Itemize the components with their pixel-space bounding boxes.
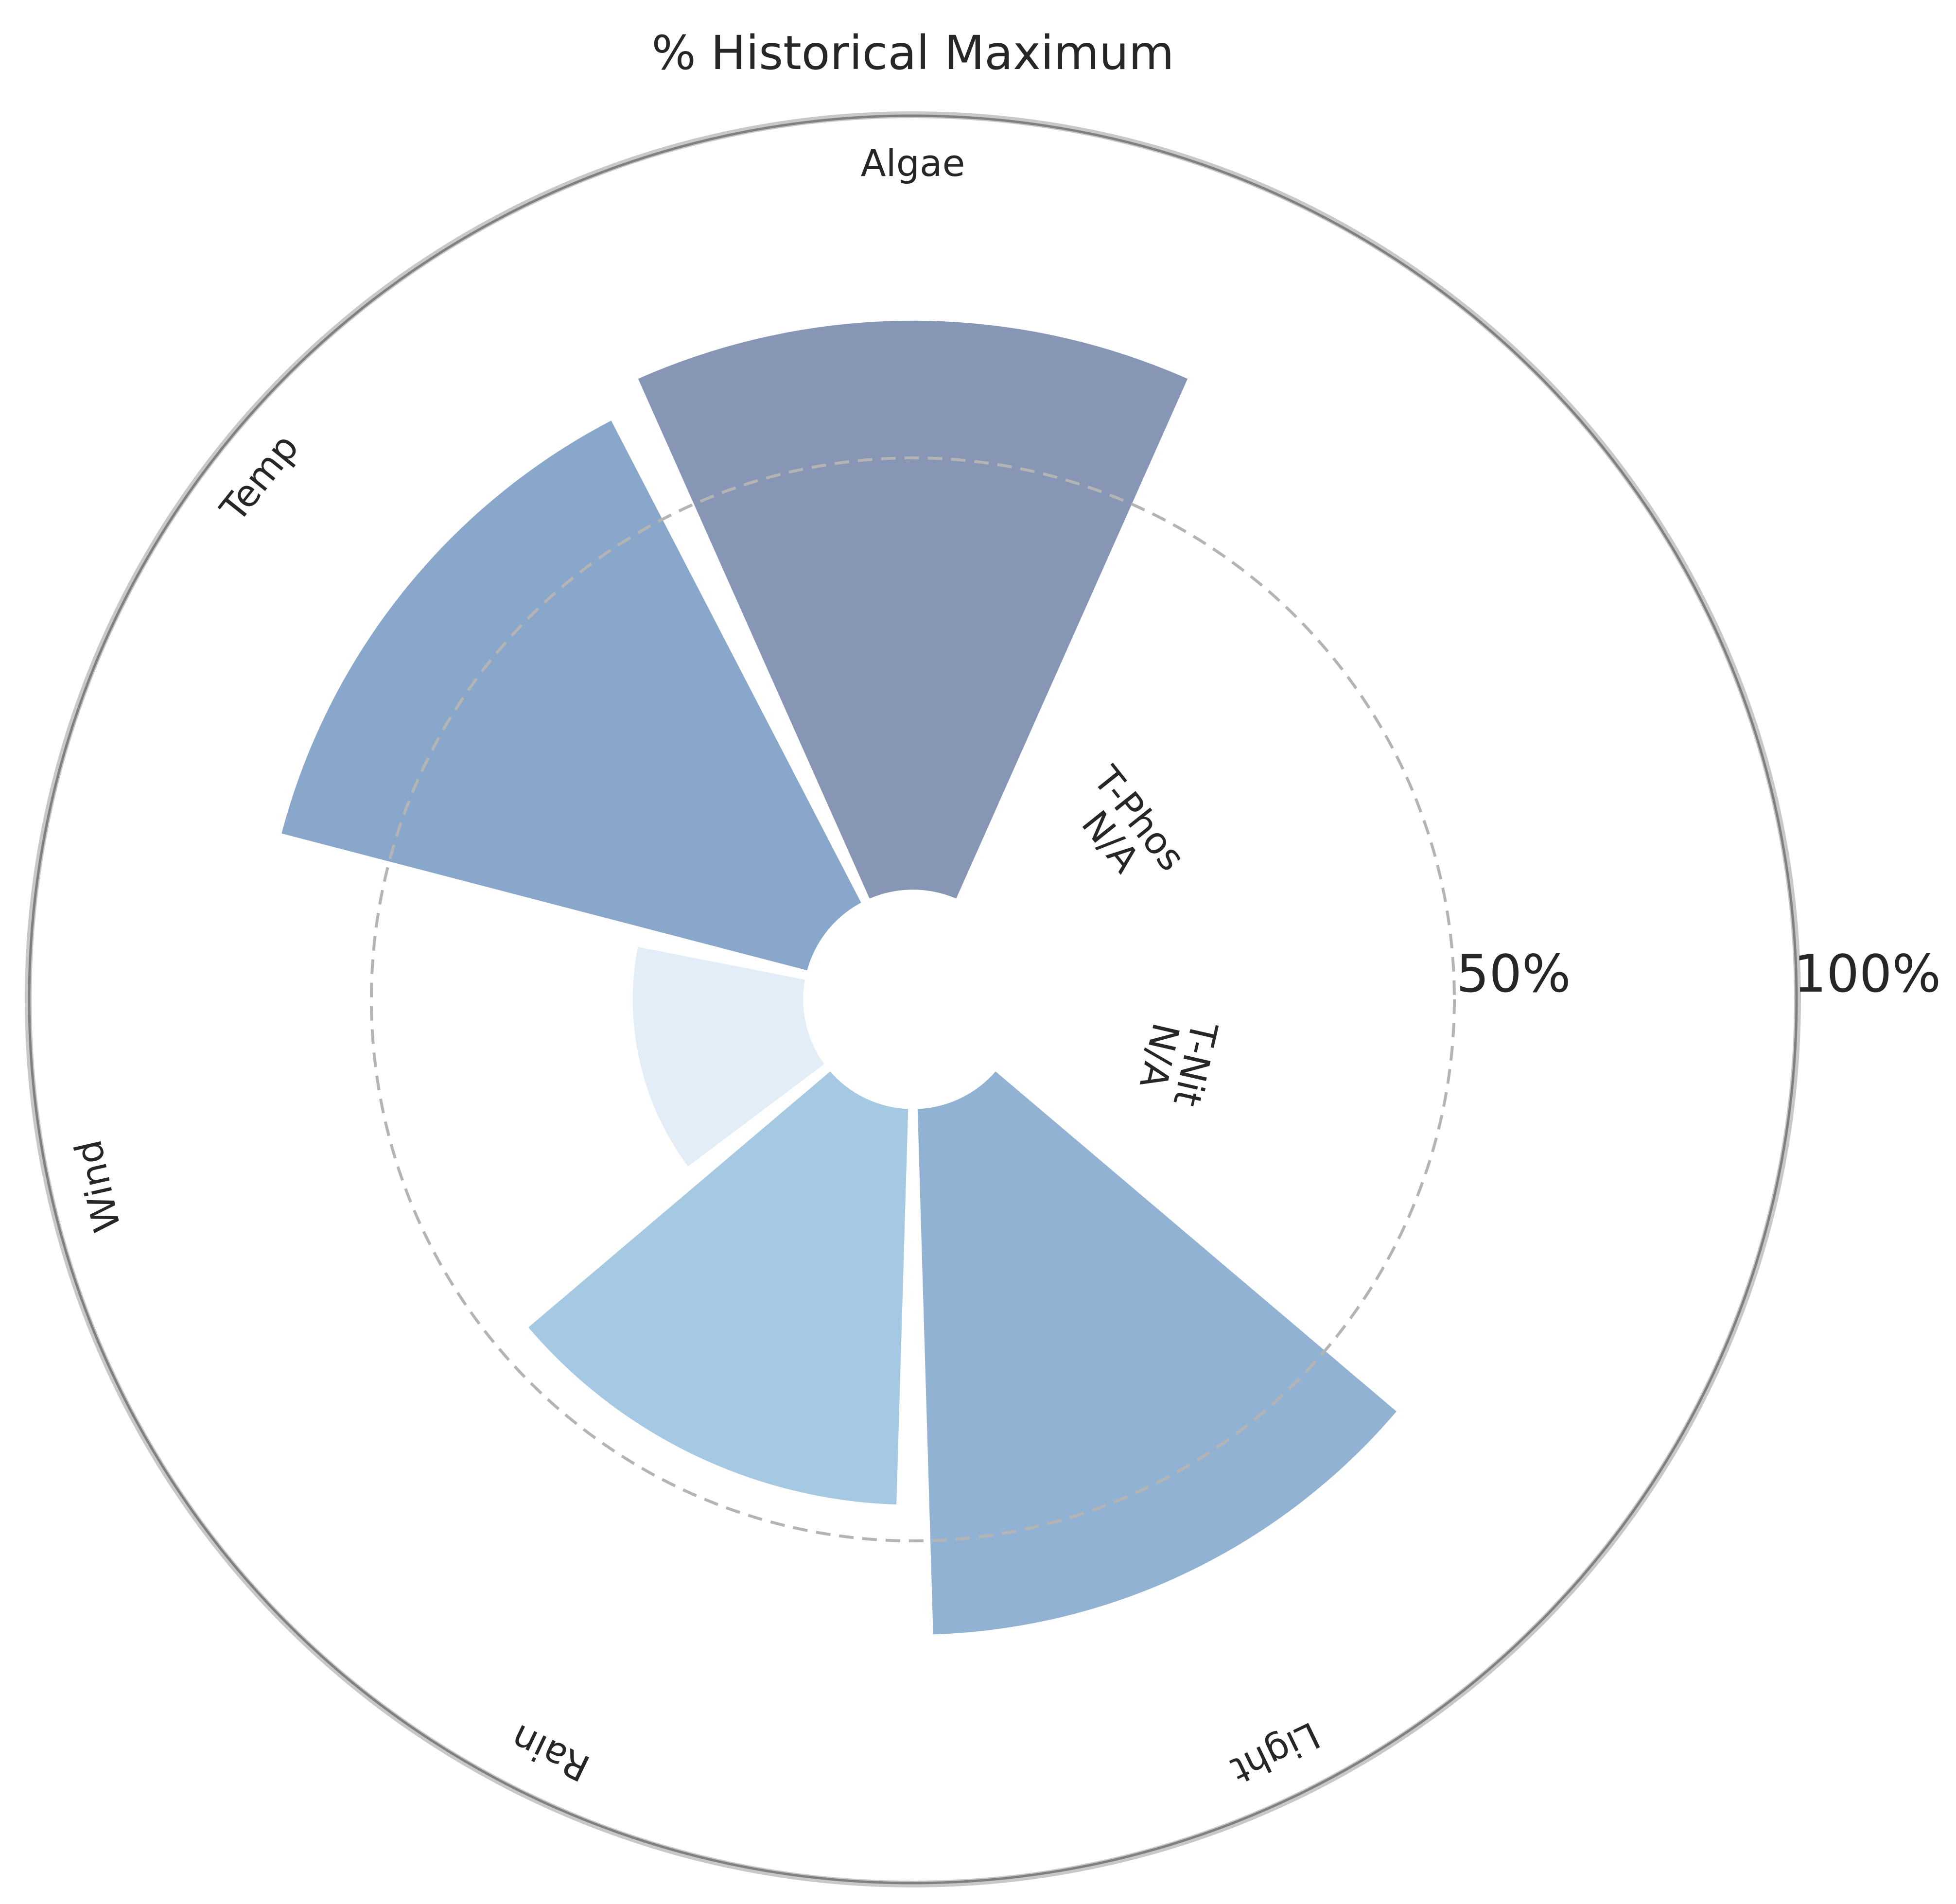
outer-frame xyxy=(28,114,1798,1885)
category-label-algae: Algae xyxy=(861,141,965,185)
category-label-wind: Wind xyxy=(66,1136,129,1236)
category-label-light: Light xyxy=(1224,1713,1327,1792)
chart-title: % Historical Maximum xyxy=(652,26,1174,80)
label-group-algae: Algae xyxy=(861,141,965,185)
bar-rain xyxy=(524,1067,911,1508)
radial-tick-label-50: 50% xyxy=(1456,944,1571,1004)
label-group-light: Light xyxy=(1224,1713,1327,1792)
category-label-rain: Rain xyxy=(504,1716,596,1790)
label-group-wind: Wind xyxy=(66,1136,129,1236)
bar-algae xyxy=(634,317,1192,903)
bar-wind xyxy=(629,943,829,1170)
bar-light xyxy=(914,1067,1401,1638)
label-group-rain: Rain xyxy=(504,1716,596,1790)
bar-temp xyxy=(278,417,865,974)
bars-layer xyxy=(278,317,1401,1638)
grid-circle-50 xyxy=(370,456,1456,1542)
radial-tick-label-100: 100% xyxy=(1794,944,1941,1004)
